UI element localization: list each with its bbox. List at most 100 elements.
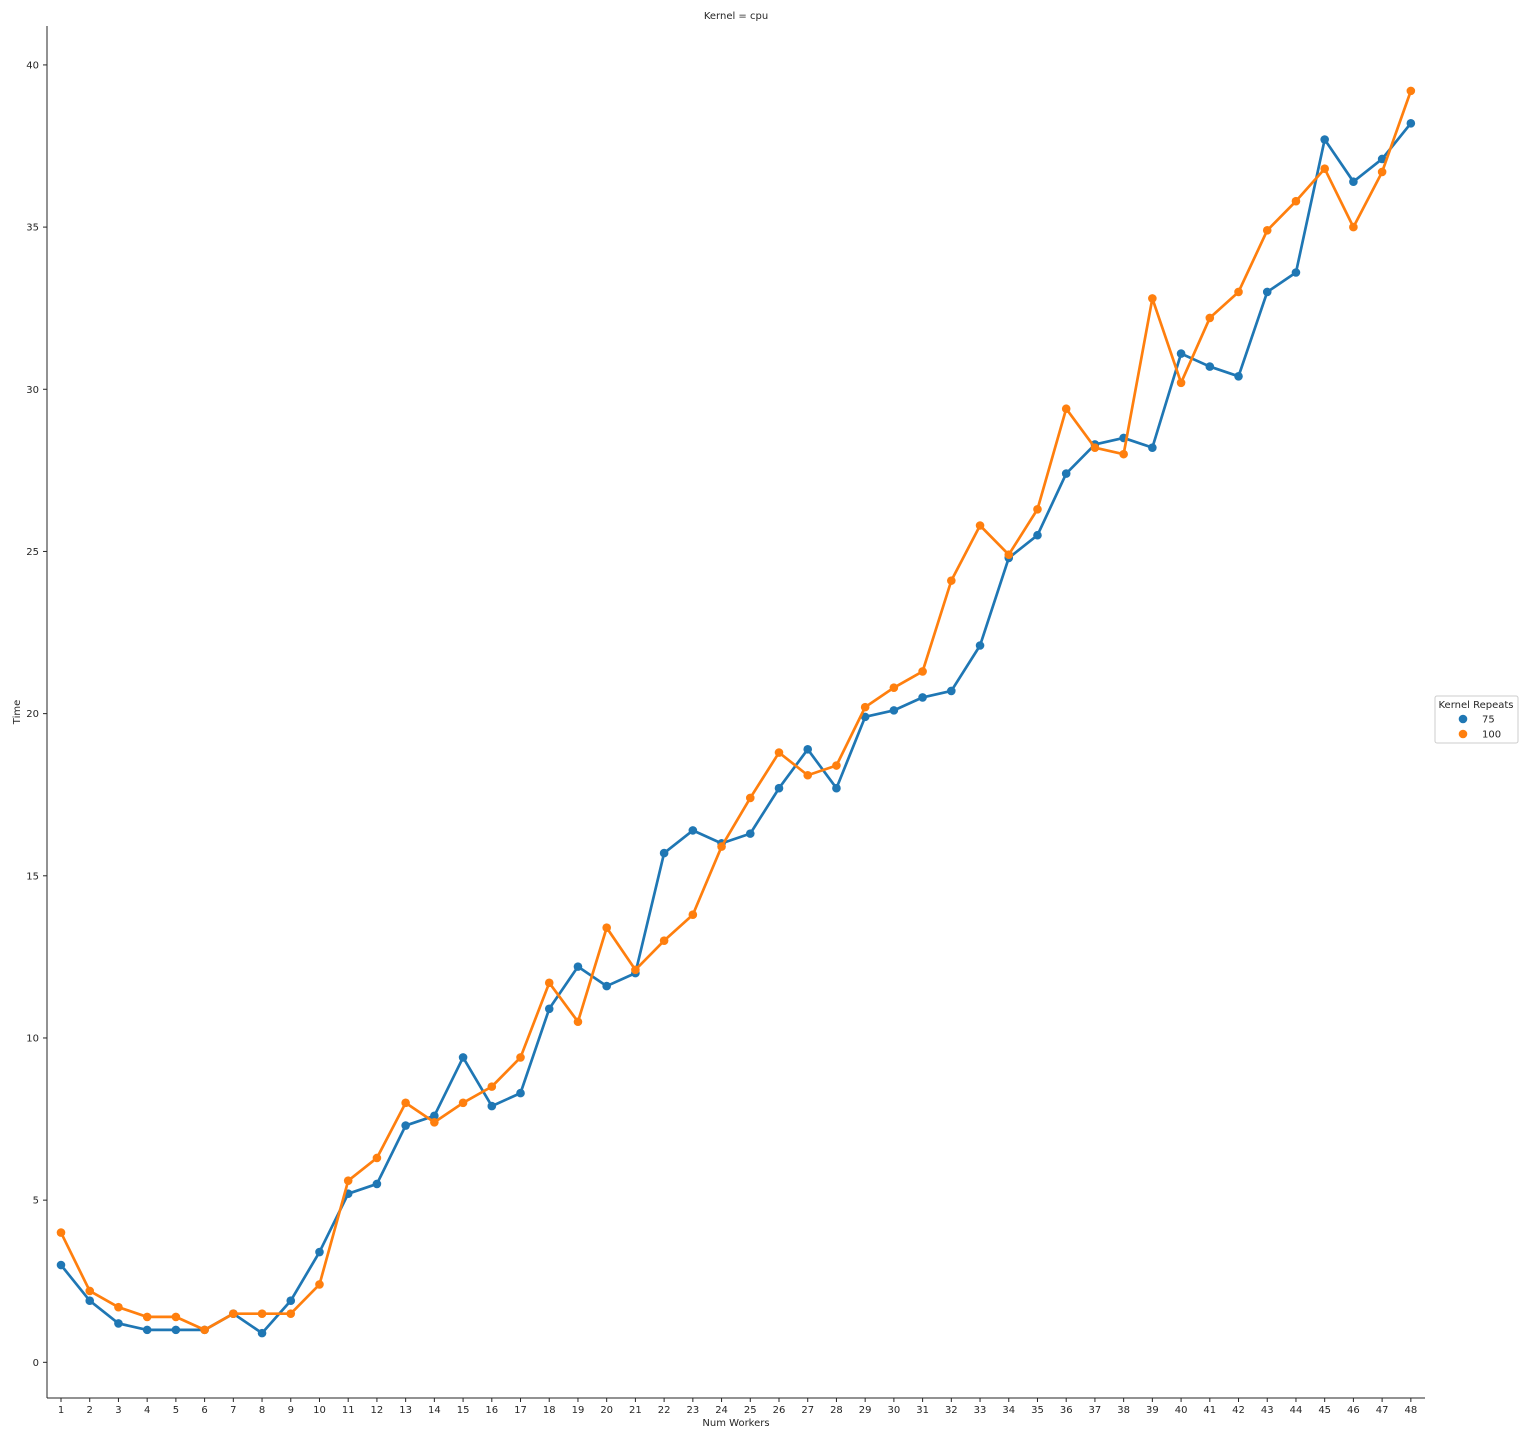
data-point <box>516 1053 525 1062</box>
x-tick-label: 42 <box>1232 1405 1245 1416</box>
x-tick-label: 19 <box>572 1405 585 1416</box>
x-tick-label: 40 <box>1175 1405 1188 1416</box>
y-tick-label: 40 <box>26 60 39 71</box>
data-point <box>1320 164 1329 174</box>
data-point <box>1349 177 1358 186</box>
data-point <box>114 1302 123 1312</box>
data-point <box>200 1325 209 1335</box>
legend-item-100: 100 <box>1458 730 1501 741</box>
data-point <box>343 1176 353 1185</box>
data-point <box>889 683 899 692</box>
data-point <box>745 829 755 838</box>
data-point <box>1349 222 1358 232</box>
y-tick-label: 35 <box>26 223 39 234</box>
data-point <box>1205 313 1215 323</box>
x-tick-label: 12 <box>371 1405 384 1416</box>
x-tick-label: 6 <box>201 1405 207 1416</box>
data-point <box>860 712 870 722</box>
x-tick-label: 30 <box>888 1405 901 1416</box>
x-tick-label: 35 <box>1031 1405 1044 1416</box>
data-point <box>947 576 956 585</box>
data-point <box>1176 378 1186 388</box>
x-tick-label: 11 <box>342 1405 355 1416</box>
data-point <box>1061 404 1071 414</box>
x-tick-label: 23 <box>686 1405 699 1416</box>
data-point <box>803 745 813 754</box>
y-axis-label: Time <box>12 700 23 725</box>
y-ticks: 0 5 10 15 20 25 30 35 40 <box>26 60 47 1369</box>
data-point <box>975 521 985 530</box>
data-point <box>1406 86 1416 96</box>
legend-marker <box>1458 714 1468 724</box>
data-point <box>286 1309 296 1318</box>
data-point <box>142 1325 152 1335</box>
data-point <box>544 1004 554 1014</box>
x-tick-label: 44 <box>1290 1405 1303 1416</box>
legend-label: 75 <box>1482 715 1495 726</box>
data-point <box>458 1053 468 1062</box>
x-tick-label: 8 <box>259 1405 265 1416</box>
data-point <box>372 1153 382 1163</box>
x-tick-label: 34 <box>1002 1405 1015 1416</box>
x-tick-label: 36 <box>1060 1405 1073 1416</box>
data-point <box>487 1082 497 1091</box>
data-point <box>889 706 899 715</box>
x-tick-label: 41 <box>1203 1405 1216 1416</box>
data-point <box>717 842 726 851</box>
x-tick-label: 5 <box>173 1405 179 1416</box>
x-tick-label: 37 <box>1089 1405 1102 1416</box>
data-point <box>257 1309 267 1318</box>
data-point <box>1148 443 1157 452</box>
x-tick-label: 22 <box>658 1405 671 1416</box>
data-point <box>171 1325 181 1335</box>
x-tick-label: 2 <box>87 1405 93 1416</box>
x-tick-label: 18 <box>543 1405 556 1416</box>
series-layer <box>56 86 1416 1338</box>
axes <box>46 26 1425 1399</box>
data-point <box>947 686 956 696</box>
data-point <box>745 793 755 803</box>
x-tick-label: 46 <box>1347 1405 1360 1416</box>
data-point <box>430 1111 439 1121</box>
data-point <box>832 783 841 793</box>
data-point <box>1291 268 1301 277</box>
data-point <box>1234 371 1243 381</box>
x-tick-label: 25 <box>744 1405 757 1416</box>
data-point <box>516 1088 525 1098</box>
y-tick-label: 0 <box>33 1358 39 1369</box>
data-point <box>1033 504 1042 514</box>
data-point <box>1262 226 1272 235</box>
x-tick-label: 47 <box>1376 1405 1389 1416</box>
y-tick-label: 30 <box>26 385 39 396</box>
series-line <box>59 90 1413 1332</box>
data-point <box>171 1312 181 1322</box>
x-tick-label: 27 <box>801 1405 814 1416</box>
data-point <box>85 1286 95 1296</box>
data-point <box>918 693 927 702</box>
x-tick-label: 28 <box>830 1405 843 1416</box>
data-point <box>544 978 554 988</box>
data-point <box>803 770 813 780</box>
x-tick-label: 1 <box>58 1405 64 1416</box>
y-tick-label: 10 <box>26 1033 39 1044</box>
data-point <box>602 923 611 932</box>
data-point <box>659 936 669 945</box>
x-tick-label: 15 <box>457 1405 470 1416</box>
series-75 <box>56 119 1416 1338</box>
data-point <box>602 981 611 991</box>
data-point <box>56 1260 66 1270</box>
data-point <box>257 1328 267 1338</box>
data-point <box>774 748 784 757</box>
data-point <box>401 1098 410 1108</box>
data-point <box>315 1280 324 1289</box>
data-point <box>975 641 985 650</box>
x-tick-label: 17 <box>514 1405 527 1416</box>
data-point <box>1320 135 1329 144</box>
data-point <box>573 1017 583 1027</box>
data-point <box>1061 469 1071 478</box>
x-tick-label: 29 <box>859 1405 872 1416</box>
data-point <box>401 1121 410 1130</box>
legend-box <box>1434 695 1519 744</box>
